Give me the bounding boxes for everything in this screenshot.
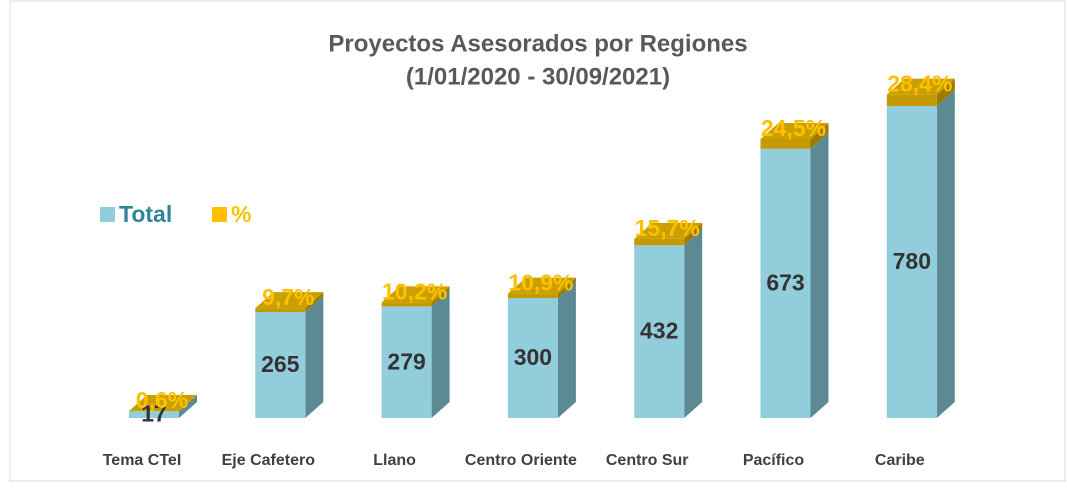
data-label: 780 bbox=[893, 248, 931, 274]
x-tick-label: Centro Sur bbox=[606, 452, 689, 469]
data-label: 10,9% bbox=[508, 270, 573, 296]
x-tick-label: Llano bbox=[373, 452, 416, 469]
chart-subtitle: (1/01/2020 - 30/09/2021) bbox=[406, 63, 670, 90]
data-label: 300 bbox=[514, 344, 552, 370]
x-tick-label: Centro Oriente bbox=[465, 452, 577, 469]
chart-title: Proyectos Asesorados por Regiones bbox=[328, 30, 747, 57]
data-label: 0,6% bbox=[136, 387, 188, 413]
bar-face bbox=[558, 282, 576, 418]
x-tick-label: Pacífico bbox=[743, 452, 805, 469]
bar-face bbox=[937, 90, 955, 418]
legend-swatch bbox=[212, 207, 227, 222]
bar-face bbox=[305, 296, 323, 418]
data-label: 279 bbox=[387, 348, 425, 374]
data-label: 9,7% bbox=[262, 284, 314, 310]
data-label: 24,5% bbox=[761, 115, 826, 141]
x-tick-label: Eje Cafetero bbox=[222, 452, 316, 469]
data-label: 10,2% bbox=[382, 278, 447, 304]
legend-label: % bbox=[231, 201, 251, 227]
data-label: 673 bbox=[766, 269, 804, 295]
legend-swatch bbox=[100, 207, 115, 222]
bar-face bbox=[432, 290, 450, 418]
bar-face bbox=[684, 229, 702, 418]
legend-label: Total bbox=[119, 201, 172, 227]
x-tick-label: Caribe bbox=[875, 452, 925, 469]
data-label: 15,7% bbox=[635, 215, 700, 241]
x-tick-label: Tema CTeI bbox=[103, 452, 182, 469]
data-label: 265 bbox=[261, 351, 300, 377]
bar-face bbox=[811, 133, 829, 418]
data-label: 432 bbox=[640, 318, 678, 344]
data-label: 28,4% bbox=[887, 71, 952, 97]
